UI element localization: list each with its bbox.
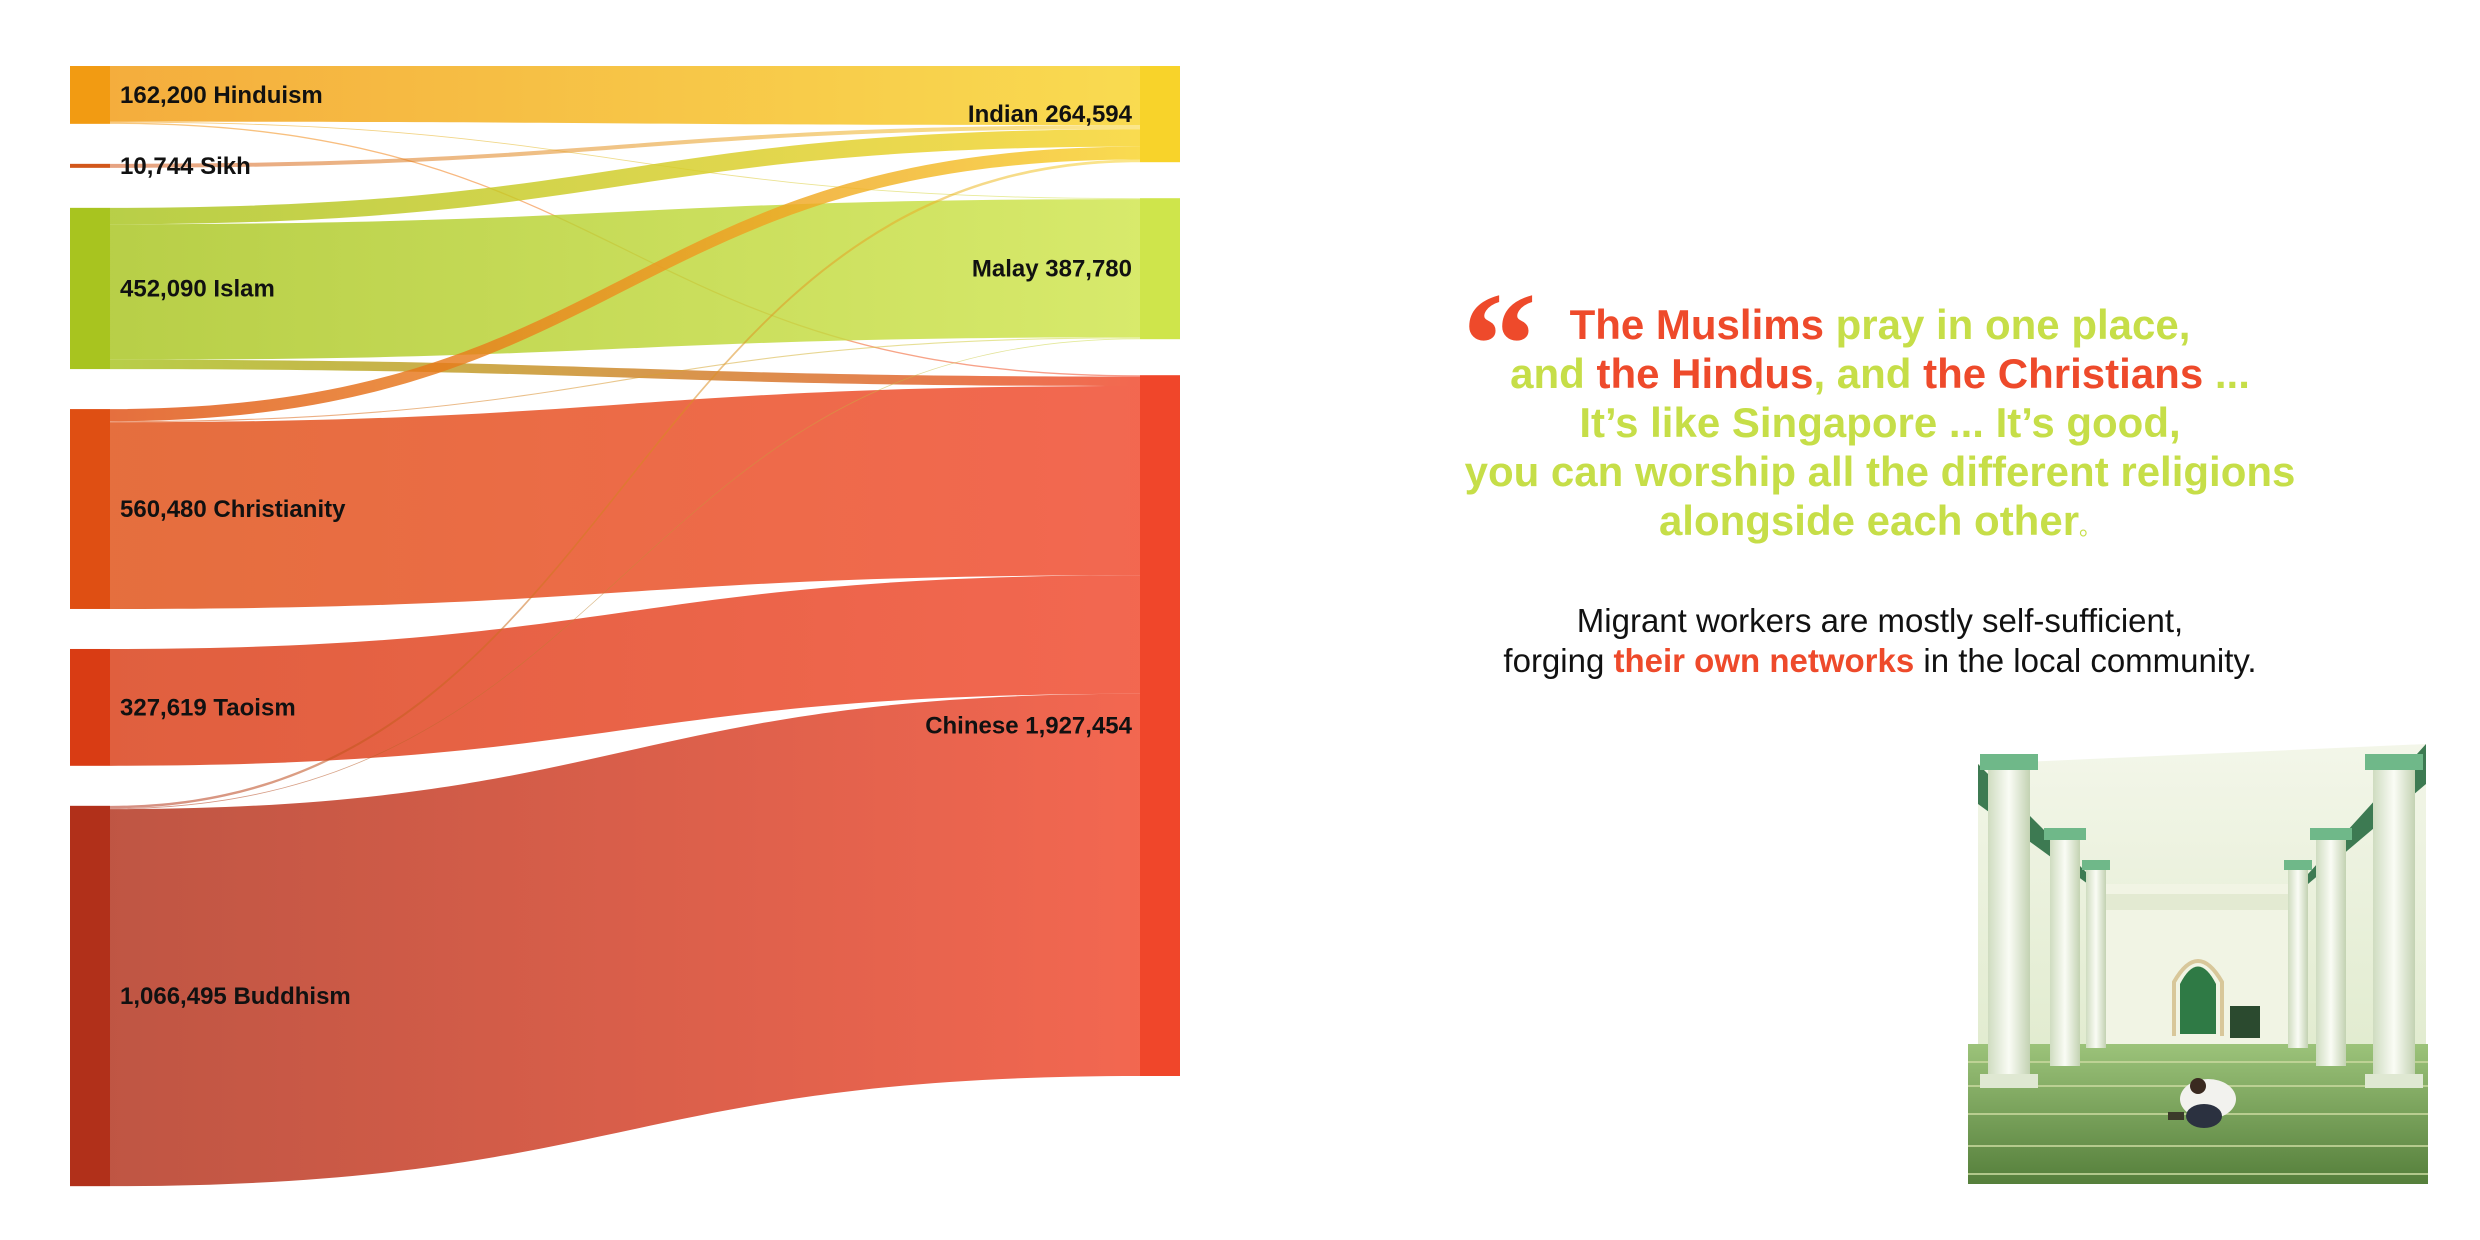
quote-highlight-christians: the Christians bbox=[1923, 350, 2204, 397]
quote-line-2-b: , and bbox=[1813, 350, 1924, 397]
link-hinduism-malay bbox=[110, 121, 1140, 200]
quote-text: The Muslims pray in one place, and the H… bbox=[1440, 300, 2320, 552]
source-node-christianity bbox=[70, 409, 110, 609]
quote-line-5: alongside each other。 bbox=[1440, 496, 2320, 552]
source-label-islam: 452,090 Islam bbox=[120, 275, 275, 302]
praying-man-icon bbox=[2168, 1078, 2236, 1128]
mihrab-frame bbox=[2172, 959, 2224, 1036]
source-node-hinduism bbox=[70, 66, 110, 124]
source-label-buddhism: 1,066,495 Buddhism bbox=[120, 983, 351, 1010]
link-islam-chinese bbox=[110, 359, 1140, 387]
source-label-sikh: 10,744 Sikh bbox=[120, 153, 251, 180]
target-label-indian: Indian 264,594 bbox=[968, 101, 1133, 128]
link-christianity-chinese bbox=[110, 386, 1140, 609]
link-taoism-chinese bbox=[110, 575, 1140, 766]
link-buddhism-indian bbox=[110, 159, 1140, 809]
photo-frieze bbox=[2088, 894, 2308, 910]
quote-highlight-muslims: The Muslims bbox=[1569, 301, 1824, 348]
link-buddhism-malay bbox=[110, 338, 1140, 810]
minbar bbox=[2230, 1006, 2260, 1038]
source-node-sikh bbox=[70, 163, 110, 168]
target-label-malay: Malay 387,780 bbox=[972, 256, 1132, 283]
quote-line-4: you can worship all the different religi… bbox=[1464, 448, 2296, 495]
target-node-chinese bbox=[1140, 375, 1180, 1076]
source-label-taoism: 327,619 Taoism bbox=[120, 694, 296, 721]
mosque-prayer-photo bbox=[1968, 744, 2428, 1184]
quote-line-2: and the Hindus, and the Christians ... bbox=[1440, 349, 2320, 398]
caption-text: Migrant workers are mostly self-sufficie… bbox=[1440, 601, 2320, 681]
target-node-malay bbox=[1140, 198, 1180, 340]
link-islam-indian bbox=[110, 129, 1140, 225]
caption-line-2-b: in the local community. bbox=[1914, 642, 2257, 679]
links-layer bbox=[110, 66, 1140, 1187]
quote-end-mark: 。 bbox=[2079, 515, 2102, 540]
quote-line-2-c: ... bbox=[2203, 350, 2250, 397]
target-node-indian bbox=[1140, 66, 1180, 163]
target-label-chinese: Chinese 1,927,454 bbox=[925, 713, 1132, 740]
link-hinduism-indian bbox=[110, 66, 1140, 126]
quote-mark-icon: “ bbox=[1462, 262, 1537, 428]
sankey-chart: 162,200 Hinduism 10,744 Sikh 452,090 Islam… bbox=[70, 66, 1180, 1187]
labels-layer: 162,200 Hinduism 10,744 Sikh 452,090 Islam… bbox=[120, 82, 1133, 1010]
source-label-hinduism: 162,200 Hinduism bbox=[120, 82, 323, 109]
quote-line-3: It’s like Singapore ... It’s good, bbox=[1579, 399, 2181, 446]
source-label-christianity: 560,480 Christianity bbox=[120, 496, 346, 523]
nodes-layer bbox=[70, 66, 1180, 1187]
mihrab bbox=[2180, 966, 2216, 1034]
quote-line-1: The Muslims pray in one place, bbox=[1440, 300, 2320, 349]
link-buddhism-chinese bbox=[110, 693, 1140, 1187]
source-node-buddhism bbox=[70, 805, 110, 1187]
quote-line-2-a: and bbox=[1510, 350, 1597, 397]
caption-line-2-a: forging bbox=[1503, 642, 1614, 679]
link-sikh-indian bbox=[110, 125, 1140, 168]
quote-line-1-rest: pray in one place, bbox=[1823, 301, 2191, 348]
link-christianity-malay bbox=[110, 337, 1140, 423]
caption-line-2: forging their own networks in the local … bbox=[1440, 641, 2320, 681]
link-christianity-indian bbox=[110, 146, 1140, 422]
quote-highlight-hindus: the Hindus bbox=[1596, 350, 1814, 397]
caption-line-1: Migrant workers are mostly self-sufficie… bbox=[1576, 602, 2184, 639]
source-node-islam bbox=[70, 207, 110, 370]
source-node-taoism bbox=[70, 648, 110, 766]
caption-highlight: their own networks bbox=[1613, 642, 1915, 679]
quote-line-5-text: alongside each other bbox=[1658, 497, 2080, 544]
columns bbox=[1980, 754, 2423, 1088]
